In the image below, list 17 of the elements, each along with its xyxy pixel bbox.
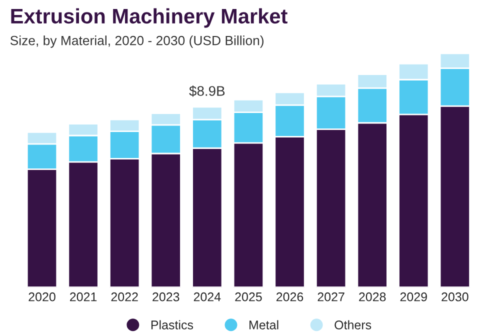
x-tick-label: 2030: [442, 292, 468, 302]
legend-label: Metal: [250, 320, 278, 330]
x-tick-label: 2029: [400, 292, 427, 302]
chart-title: Extrusion Machinery Market: [11, 8, 288, 28]
legend-label: Others: [334, 320, 372, 330]
x-tick-label: 2026: [276, 292, 304, 302]
x-tick-label: 2020: [28, 292, 56, 302]
x-tick-label: 2022: [111, 292, 138, 302]
x-tick-label: 2021: [70, 292, 97, 302]
annotation: $8.9B: [189, 85, 225, 97]
x-tick-label: 2024: [194, 292, 221, 302]
x-tick-label: 2028: [359, 292, 386, 302]
x-tick-label: 2025: [235, 292, 262, 302]
x-tick-label: 2027: [318, 292, 344, 302]
legend-label: Plastics: [151, 320, 194, 330]
chart-subtitle: Size, by Material, 2020 - 2030 (USD Billion): [10, 36, 264, 48]
x-tick-label: 2023: [152, 292, 180, 302]
